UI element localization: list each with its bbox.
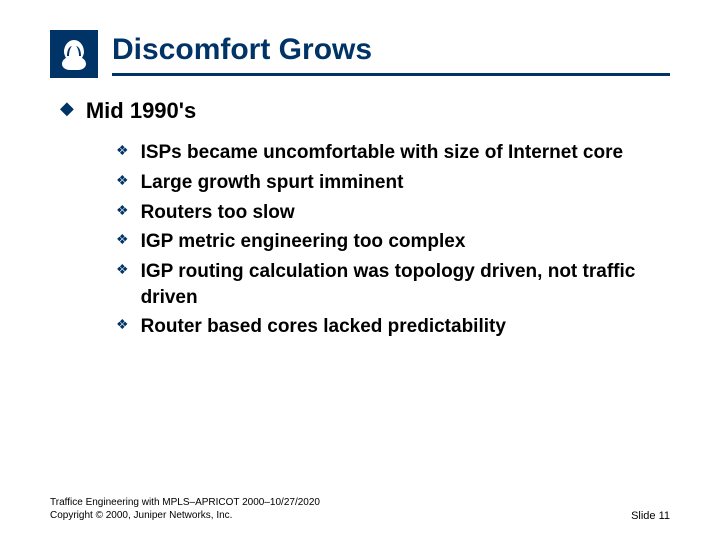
star-bullet-icon: ❖ — [116, 259, 129, 280]
star-bullet-icon: ❖ — [116, 140, 129, 161]
level2-text: Large growth spurt imminent — [141, 170, 404, 196]
footer-line2: Copyright © 2000, Juniper Networks, Inc. — [50, 509, 320, 522]
level2-item: ❖ IGP routing calculation was topology d… — [116, 259, 660, 310]
star-bullet-icon: ❖ — [116, 170, 129, 191]
slide-number: Slide 11 — [631, 510, 670, 522]
logo-icon — [50, 30, 98, 78]
slide-title: Discomfort Grows — [112, 33, 670, 71]
level2-text: ISPs became uncomfortable with size of I… — [141, 140, 624, 166]
slide-body: ◆ Mid 1990's ❖ ISPs became uncomfortable… — [0, 78, 720, 340]
level2-item: ❖ Router based cores lacked predictabili… — [116, 314, 660, 340]
level2-item: ❖ IGP metric engineering too complex — [116, 229, 660, 255]
footer-line1: Traffice Engineering with MPLS–APRICOT 2… — [50, 496, 320, 509]
star-bullet-icon: ❖ — [116, 229, 129, 250]
level2-list: ❖ ISPs became uncomfortable with size of… — [60, 134, 660, 339]
footer-left: Traffice Engineering with MPLS–APRICOT 2… — [50, 496, 320, 522]
level2-text: Router based cores lacked predictability — [141, 314, 506, 340]
title-container: Discomfort Grows — [112, 33, 670, 76]
level1-item: ◆ Mid 1990's — [60, 98, 660, 124]
level2-item: ❖ ISPs became uncomfortable with size of… — [116, 140, 660, 166]
level2-text: Routers too slow — [141, 200, 295, 226]
level2-text: IGP metric engineering too complex — [141, 229, 466, 255]
level2-item: ❖ Large growth spurt imminent — [116, 170, 660, 196]
slide-footer: Traffice Engineering with MPLS–APRICOT 2… — [50, 496, 670, 522]
slide-header: Discomfort Grows — [0, 0, 720, 78]
diamond-bullet-icon: ◆ — [60, 98, 74, 120]
star-bullet-icon: ❖ — [116, 200, 129, 221]
level2-text: IGP routing calculation was topology dri… — [141, 259, 660, 310]
star-bullet-icon: ❖ — [116, 314, 129, 335]
level2-item: ❖ Routers too slow — [116, 200, 660, 226]
level1-text: Mid 1990's — [86, 98, 196, 124]
